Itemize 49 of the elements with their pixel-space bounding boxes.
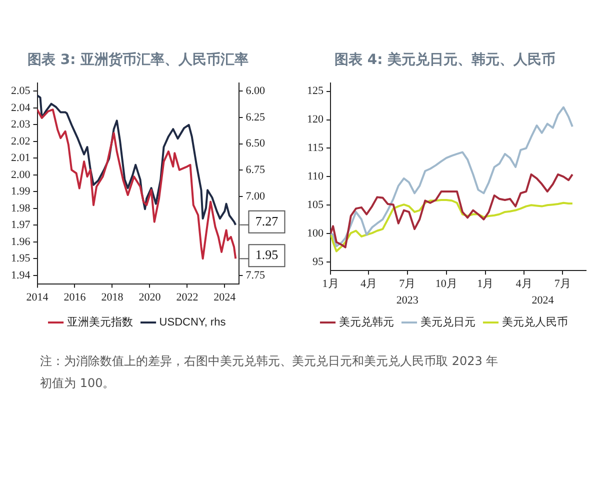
x-tick-label: 2014	[26, 291, 49, 304]
y2-tick-label: 6.25	[246, 111, 266, 124]
y-tick-label: 100	[307, 228, 324, 240]
x2-tick-label: 2023	[396, 294, 419, 306]
y2-tick-label: 7.75	[246, 269, 266, 282]
y2-tick-label: 7.00	[246, 190, 266, 202]
chart-title: 图表 3: 亚洲货币汇率、人民币汇率	[27, 51, 249, 68]
y2-tick-label: 6.75	[246, 164, 266, 176]
x-tick-label: 4月	[516, 278, 532, 290]
x-tick-label: 2016	[64, 291, 86, 304]
y-tick-label: 120	[307, 114, 324, 126]
y-tick-label: 105	[307, 199, 324, 212]
y-tick-label: 2.05	[11, 85, 31, 98]
text: 注：为消除数值上的差异，右图中美元兑韩元、美元兑日元和美元兑人民币取 2023 年初值为 100。	[40, 353, 500, 392]
x-tick-label: 2022	[176, 291, 198, 304]
y-tick-label: 1.94	[11, 269, 31, 282]
y-tick-label: 95	[312, 256, 324, 268]
x-tick-label: 7月	[399, 278, 416, 290]
y-tick-label: 1.99	[11, 186, 31, 198]
data-label: 7.27	[255, 213, 279, 228]
legend-label: 美元兑日元	[420, 316, 476, 329]
legend-label: 亚洲美元指数	[66, 316, 133, 329]
x-tick-label: 1月	[322, 278, 339, 290]
y-tick-label: 2.04	[11, 102, 31, 114]
x-tick-label: 2024	[214, 291, 236, 304]
y-tick-label: 1.97	[11, 219, 31, 232]
x-tick-label: 4月	[360, 278, 377, 290]
x-tick-label: 7月	[554, 278, 571, 290]
y-tick-label: 2.03	[11, 118, 31, 131]
chart-title: 图表 4: 美元兑日元、韩元、人民币	[334, 51, 556, 68]
x-tick-label: 2020	[138, 291, 162, 304]
data-label: 1.95	[255, 247, 278, 262]
x-tick-label: 1月	[477, 278, 494, 290]
legend-label: USDCNY, rhs	[159, 316, 226, 329]
y2-tick-label: 6.50	[246, 138, 266, 150]
y-tick-label: 110	[307, 170, 324, 183]
y2-tick-label: 6.00	[246, 85, 266, 98]
x-tick-label: 2018	[101, 291, 124, 304]
y-tick-label: 1.96	[11, 236, 31, 248]
y-tick-label: 2.00	[11, 168, 31, 181]
y-tick-label: 1.95	[11, 252, 31, 265]
y-tick-label: 2.02	[11, 135, 30, 148]
y-tick-label: 2.01	[11, 152, 30, 164]
legend-label: 美元兑人民币	[502, 316, 568, 329]
y-tick-label: 115	[307, 142, 324, 154]
legend-label: 美元兑韩元	[338, 316, 394, 329]
y-tick-label: 125	[307, 85, 324, 98]
y-tick-label: 1.98	[11, 202, 31, 214]
x-tick-label: 10月	[435, 278, 458, 290]
